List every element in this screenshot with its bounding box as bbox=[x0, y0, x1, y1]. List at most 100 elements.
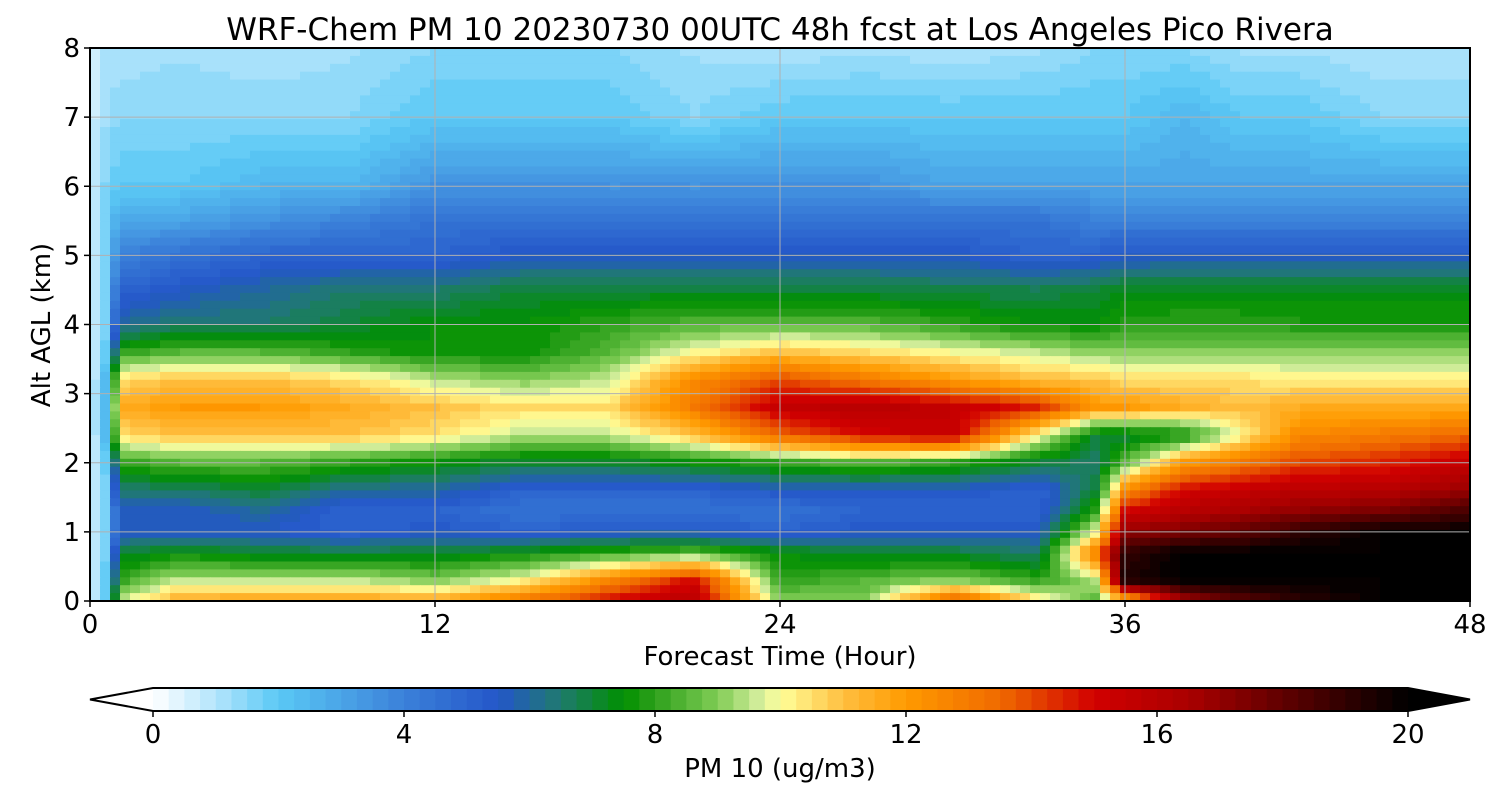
field-cell bbox=[330, 134, 341, 144]
field-cell bbox=[510, 71, 521, 81]
field-cell bbox=[1230, 308, 1241, 318]
field-cell bbox=[830, 174, 841, 183]
field-cell bbox=[220, 316, 231, 326]
field-cell bbox=[620, 111, 631, 120]
field-cell bbox=[410, 71, 421, 81]
field-cell bbox=[930, 87, 941, 96]
field-cell bbox=[1020, 142, 1031, 152]
field-cell bbox=[730, 237, 741, 247]
field-cell bbox=[1080, 300, 1091, 310]
field-cell bbox=[740, 55, 751, 65]
field-cell bbox=[1230, 63, 1241, 73]
field-cell bbox=[1050, 277, 1061, 286]
field-cell bbox=[360, 237, 371, 247]
field-cell bbox=[240, 134, 251, 144]
field-cell bbox=[860, 261, 871, 270]
field-cell bbox=[1250, 174, 1261, 183]
field-cell bbox=[220, 324, 231, 333]
field-cell bbox=[520, 71, 531, 81]
field-cell bbox=[1440, 134, 1451, 144]
field-cell bbox=[1310, 277, 1321, 286]
field-cell bbox=[440, 198, 451, 207]
field-cell bbox=[1210, 261, 1221, 270]
field-cell bbox=[120, 63, 131, 73]
field-cell bbox=[1160, 198, 1171, 207]
field-cell bbox=[1240, 174, 1251, 183]
field-cell bbox=[1330, 324, 1341, 333]
field-cell bbox=[700, 150, 711, 160]
field-cell bbox=[530, 229, 541, 239]
field-cell bbox=[160, 111, 171, 120]
field-cell bbox=[580, 79, 591, 89]
field-cell bbox=[640, 119, 651, 128]
field-cell bbox=[300, 127, 311, 136]
field-cell bbox=[540, 213, 551, 223]
field-cell bbox=[710, 316, 721, 326]
field-cell bbox=[200, 206, 211, 215]
field-cell bbox=[230, 285, 241, 294]
field-cell bbox=[1230, 158, 1241, 168]
field-cell bbox=[780, 237, 791, 247]
field-cell bbox=[880, 245, 891, 254]
field-cell bbox=[1170, 213, 1181, 223]
field-cell bbox=[1400, 150, 1411, 160]
field-cell bbox=[900, 316, 911, 326]
field-cell bbox=[650, 206, 661, 215]
field-cell bbox=[600, 174, 611, 183]
field-cell bbox=[180, 332, 191, 341]
field-cell bbox=[980, 206, 991, 215]
field-cell bbox=[1340, 229, 1351, 239]
field-cell bbox=[600, 119, 611, 128]
field-cell bbox=[120, 166, 131, 175]
field-cell bbox=[920, 142, 931, 152]
field-cell bbox=[1370, 134, 1381, 144]
field-cell bbox=[620, 261, 631, 270]
field-cell bbox=[980, 213, 991, 223]
field-cell bbox=[1300, 48, 1311, 57]
field-cell bbox=[380, 142, 391, 152]
field-cell bbox=[1020, 229, 1031, 239]
field-cell bbox=[510, 324, 521, 333]
field-cell bbox=[90, 229, 101, 239]
field-cell bbox=[790, 269, 801, 278]
field-cell bbox=[1410, 87, 1421, 96]
field-cell bbox=[1370, 300, 1381, 310]
field-cell bbox=[160, 324, 171, 333]
field-cell bbox=[1070, 71, 1081, 81]
field-cell bbox=[230, 166, 241, 175]
field-cell bbox=[1370, 324, 1381, 333]
field-cell bbox=[1430, 55, 1441, 65]
field-cell bbox=[1130, 174, 1141, 183]
field-cell bbox=[1290, 95, 1301, 104]
field-cell bbox=[840, 111, 851, 120]
field-cell bbox=[710, 87, 721, 96]
field-cell bbox=[1240, 134, 1251, 144]
field-cell bbox=[880, 237, 891, 247]
field-cell bbox=[120, 324, 131, 333]
field-cell bbox=[750, 174, 761, 183]
field-cell bbox=[1210, 269, 1221, 278]
field-cell bbox=[1460, 166, 1471, 175]
field-cell bbox=[1270, 166, 1281, 175]
field-cell bbox=[640, 87, 651, 96]
field-cell bbox=[300, 166, 311, 175]
field-cell bbox=[710, 213, 721, 223]
field-cell bbox=[1270, 206, 1281, 215]
field-cell bbox=[930, 285, 941, 294]
field-cell bbox=[920, 119, 931, 128]
field-cell bbox=[1250, 87, 1261, 96]
field-cell bbox=[990, 48, 1001, 57]
field-cell bbox=[490, 127, 501, 136]
field-cell bbox=[190, 245, 201, 254]
field-cell bbox=[340, 324, 351, 333]
field-cell bbox=[500, 48, 511, 57]
field-cell bbox=[1070, 206, 1081, 215]
field-cell bbox=[830, 127, 841, 136]
field-cell bbox=[630, 63, 641, 73]
field-cell bbox=[780, 166, 791, 175]
field-cell bbox=[280, 206, 291, 215]
field-cell bbox=[740, 285, 751, 294]
field-cell bbox=[1380, 277, 1391, 286]
field-cell bbox=[450, 95, 461, 104]
field-cell bbox=[680, 324, 691, 333]
